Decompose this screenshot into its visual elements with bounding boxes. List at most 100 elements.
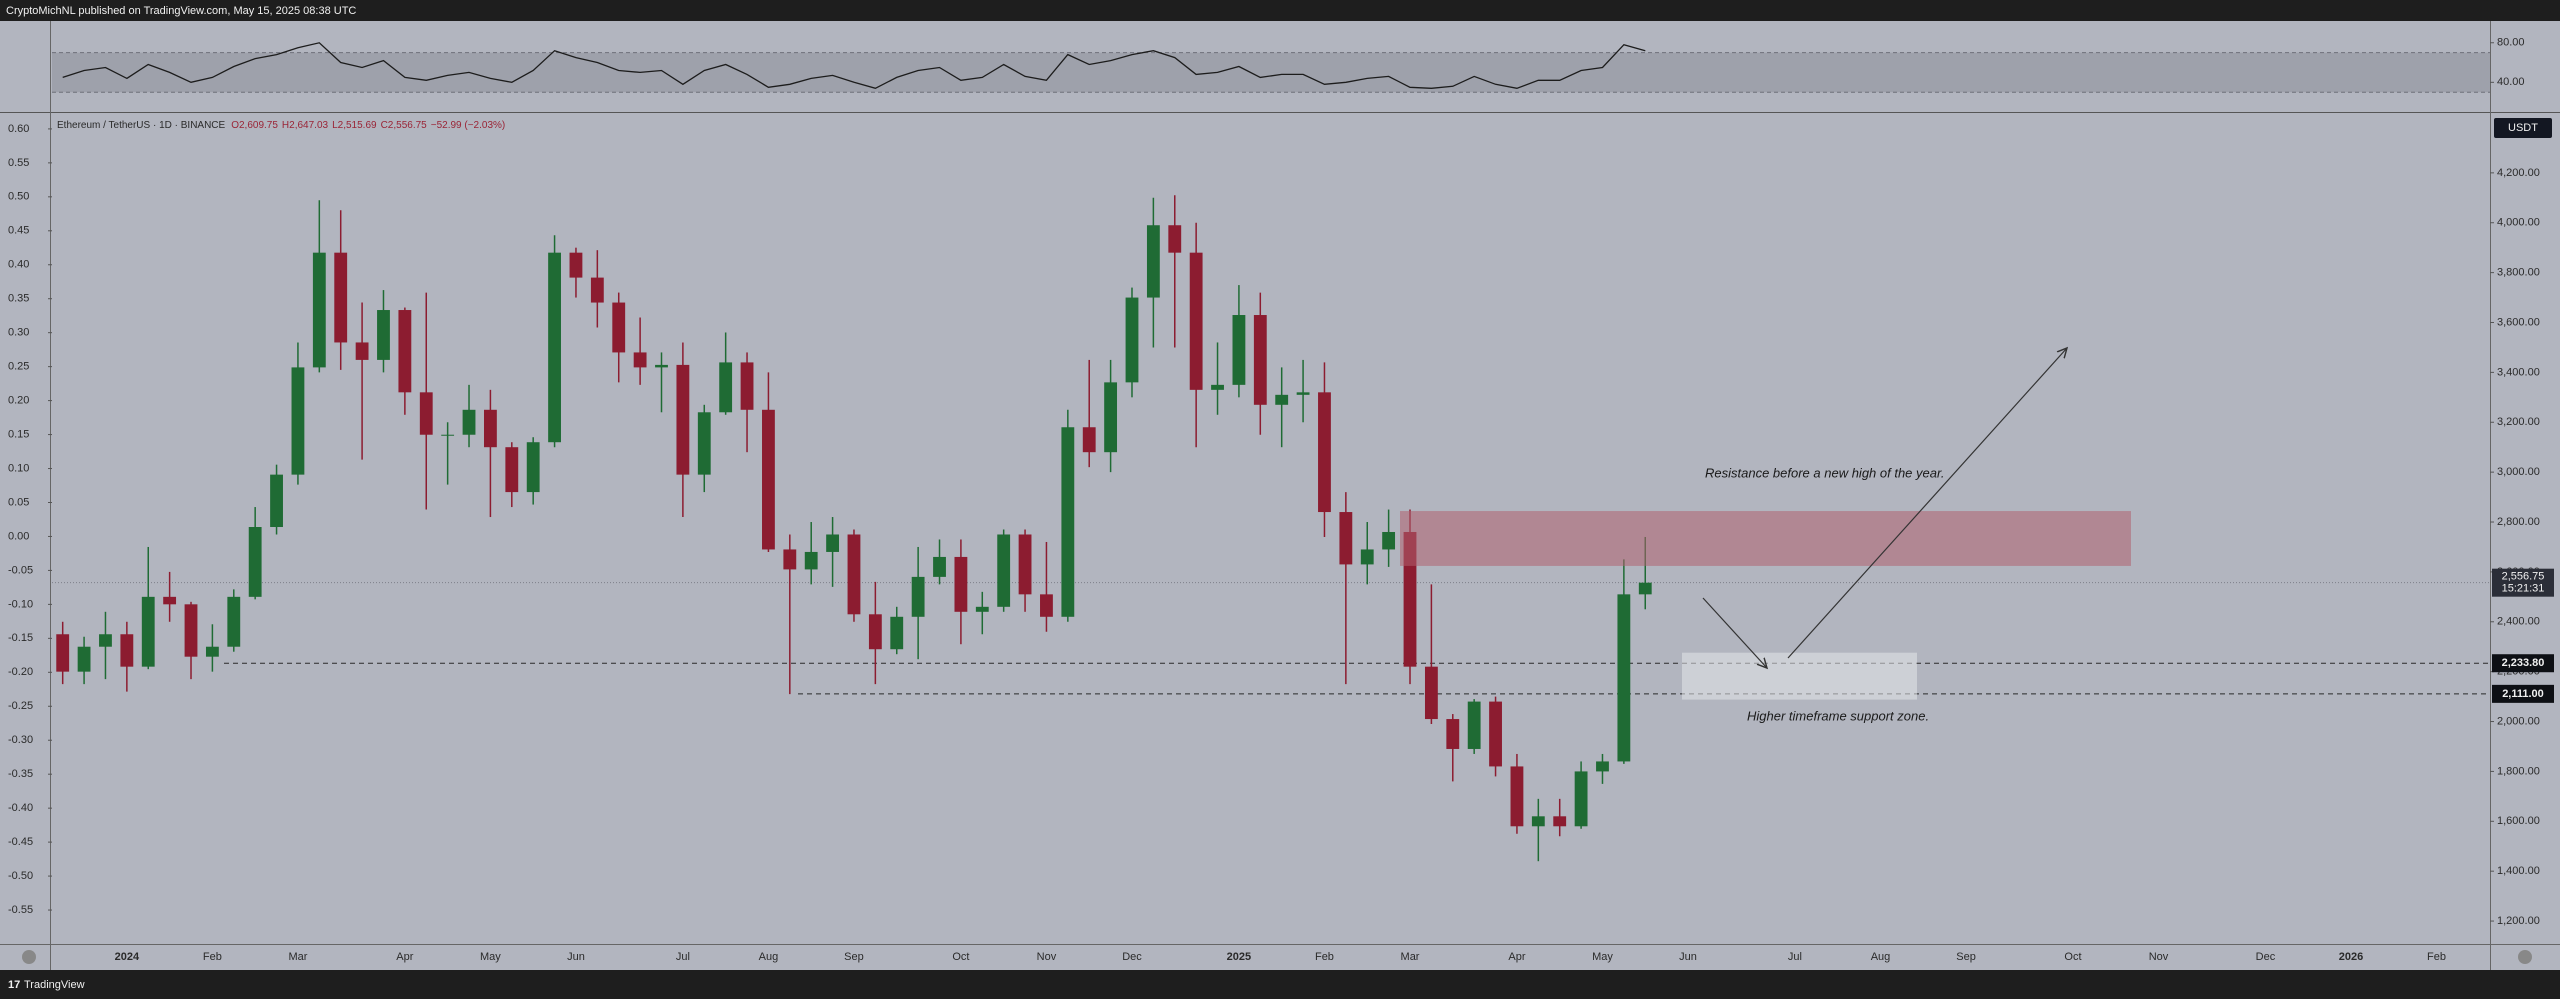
arrow-down (1702, 597, 1767, 668)
candle-body (1574, 771, 1588, 827)
y2-tick-label: -0.10 (8, 598, 33, 610)
candle-body (590, 277, 604, 303)
x-tick-label: Feb (1315, 951, 1334, 963)
price-pane: 1,200.00 1,400.00 1,600.00 1,800.00 2,000.00… (8, 123, 2554, 963)
candle-body (762, 409, 775, 550)
candle-body (697, 412, 711, 475)
y2-tick-label: 0.50 (8, 191, 29, 203)
candle-body (312, 252, 326, 368)
ohlc-high: H2,647.03 (282, 120, 329, 131)
candle-body (291, 367, 305, 475)
candle-body (1189, 252, 1203, 390)
candle-body (719, 362, 733, 413)
footer-text: TradingView (24, 979, 85, 991)
x-tick-label: May (480, 951, 501, 963)
settings-icon[interactable] (22, 950, 36, 964)
candle-body (120, 634, 134, 667)
y-tick-label: 1,800.00 (2497, 765, 2540, 777)
candle-body (933, 556, 946, 577)
level-label-box (2492, 684, 2554, 703)
candle-body (954, 556, 968, 612)
candle-body (355, 342, 369, 360)
candle-body (227, 596, 241, 647)
y-tick-label: 1,400.00 (2497, 865, 2540, 877)
zone (1682, 652, 1917, 700)
x-tick-label: Sep (844, 951, 864, 963)
x-tick-label: 2025 (1227, 951, 1251, 963)
candle-body (1617, 594, 1631, 762)
candle-body (483, 409, 497, 448)
y2-tick-label: 0.40 (8, 259, 29, 271)
scale-icon[interactable] (2518, 950, 2532, 964)
level-label: 2,111.00 (2502, 688, 2544, 700)
x-tick-label: Dec (2256, 951, 2276, 963)
candle-body (868, 614, 882, 650)
x-tick-label: Feb (2427, 951, 2446, 963)
y-tick-label: 3,000.00 (2497, 466, 2540, 478)
price-countdown: 15:21:31 (2502, 583, 2545, 595)
candle-body (1168, 225, 1182, 253)
candle-body (1104, 382, 1118, 453)
candle-body (847, 534, 861, 615)
y2-tick-label: -0.55 (8, 904, 33, 916)
x-tick-label: Apr (396, 951, 413, 963)
candle-body (205, 646, 219, 657)
rsi-tick-label: 80.00 (2497, 37, 2525, 49)
footer-bar (0, 970, 2560, 999)
candle-body (1296, 392, 1310, 395)
footer-logo: 17 (8, 979, 20, 991)
y-tick-label: 3,600.00 (2497, 316, 2540, 328)
chart-background (0, 21, 2560, 970)
candle-body (163, 596, 177, 605)
symbol: Ethereum / TetherUS · 1D · BINANCE (57, 120, 226, 131)
y2-tick-label: 0.35 (8, 293, 29, 305)
candle-body (911, 576, 925, 617)
candle-body (1360, 549, 1374, 565)
level-label: 2,233.80 (2502, 657, 2545, 669)
candle-body (655, 364, 668, 368)
legend: Ethereum / TetherUS · 1D · BINANCE O2,609… (57, 120, 505, 131)
candle-body (740, 362, 754, 410)
candle-body (783, 549, 797, 570)
y-tick-label: 2,400.00 (2497, 616, 2540, 628)
currency-box[interactable] (2494, 118, 2552, 138)
y2-tick-label: 0.20 (8, 395, 29, 407)
annotation: Higher timeframe support zone. (1747, 708, 1929, 723)
candle-body (441, 434, 455, 436)
candle-body (1232, 315, 1246, 385)
y2-tick-label: -0.40 (8, 802, 33, 814)
candle-body (1553, 816, 1567, 827)
candle-body (526, 442, 540, 493)
x-tick-label: May (1592, 951, 1613, 963)
y-tick-label: 1,200.00 (2497, 915, 2540, 927)
candle-body (1275, 394, 1289, 405)
candle-body (462, 409, 476, 435)
x-tick-label: Oct (952, 951, 969, 963)
candle-body (77, 646, 91, 672)
candle-body (975, 606, 989, 612)
y2-tick-label: -0.50 (8, 870, 33, 882)
candle-body (1211, 384, 1224, 390)
x-tick-label: Dec (1122, 951, 1142, 963)
y2-tick-label: 0.25 (8, 361, 29, 373)
candle-body (1382, 531, 1396, 550)
candle-body (569, 252, 583, 278)
candle-body (334, 252, 348, 343)
y2-tick-label: -0.35 (8, 768, 33, 780)
y2-tick-label: -0.25 (8, 700, 33, 712)
y2-tick-label: 0.15 (8, 428, 29, 440)
y-tick-label: 2,800.00 (2497, 516, 2540, 528)
x-tick-label: Sep (1956, 951, 1976, 963)
candle-body (1253, 315, 1267, 405)
candle-body (804, 551, 818, 570)
candle-body (1318, 392, 1331, 513)
candle-body (612, 302, 626, 353)
candle-body (419, 392, 433, 435)
x-tick-label: Jul (676, 951, 690, 963)
x-tick-label: Aug (759, 951, 779, 963)
y2-tick-label: -0.20 (8, 666, 33, 678)
y2-tick-label: -0.05 (8, 564, 33, 576)
x-tick-label: Apr (1508, 951, 1525, 963)
ohlc-low: L2,515.69 (332, 120, 377, 131)
header-text: CryptoMichNL published on TradingView.co… (6, 5, 356, 17)
